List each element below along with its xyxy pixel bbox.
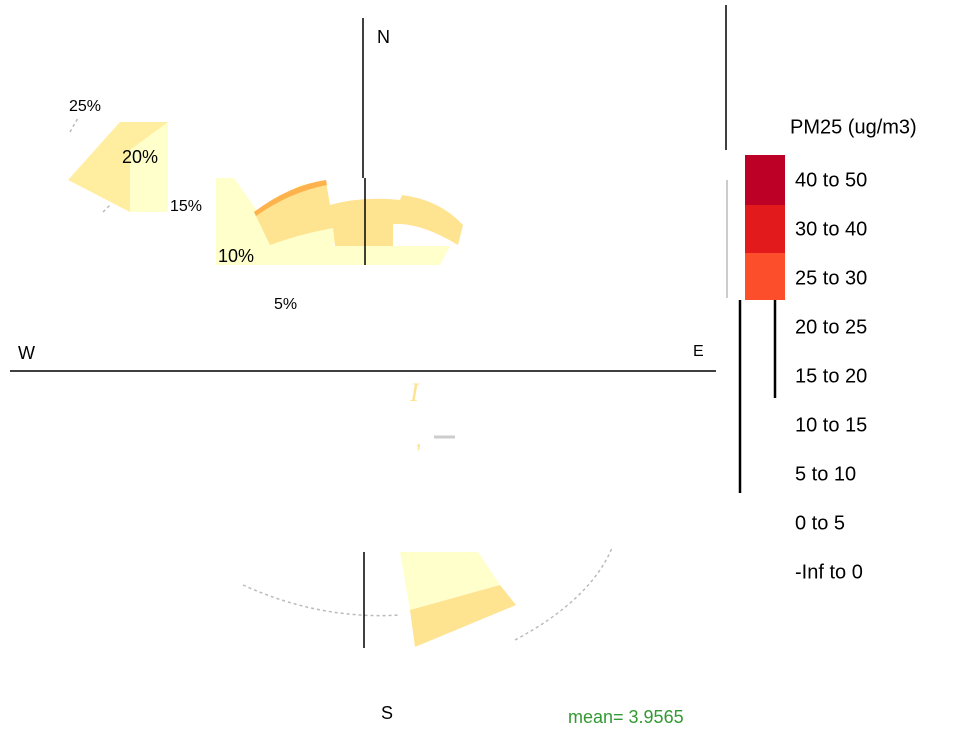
mean-label: mean= 3.9565 xyxy=(568,707,684,727)
legend-entry: 10 to 15 xyxy=(795,414,867,436)
legend-entry: 0 to 5 xyxy=(795,512,845,534)
legend-entry: 40 to 50 xyxy=(795,169,867,191)
grid-arcs xyxy=(69,117,613,641)
ring-label: 25% xyxy=(69,98,101,115)
wedge xyxy=(254,182,463,246)
compass-label: S xyxy=(381,703,393,723)
axes xyxy=(10,5,777,648)
artifact: , xyxy=(415,423,422,453)
ring-label: 15% xyxy=(170,198,202,215)
compass-label: W xyxy=(18,343,35,363)
wedges: I , xyxy=(68,122,516,647)
grid-arc xyxy=(69,117,79,133)
grid-arc xyxy=(242,584,401,617)
ring-label: 5% xyxy=(274,296,297,313)
compass-label: N xyxy=(377,27,390,47)
legend: 40 to 50 30 to 40 25 to 30 20 to 25 15 to 20… xyxy=(795,169,867,583)
legend-entry: 25 to 30 xyxy=(795,267,867,289)
legend-entry: -Inf to 0 xyxy=(795,561,863,583)
grid-arc xyxy=(102,204,111,213)
grid-arc xyxy=(514,547,613,641)
wedge xyxy=(254,180,327,216)
wedge xyxy=(410,585,516,647)
wedge xyxy=(130,122,168,212)
legend-swatch xyxy=(745,205,785,253)
legend-swatch xyxy=(745,253,785,300)
legend-entry: 5 to 10 xyxy=(795,463,856,485)
ring-label: 10% xyxy=(218,246,254,266)
legend-title: PM25 (ug/m3) xyxy=(790,116,917,138)
wedge xyxy=(400,552,500,610)
legend-swatch xyxy=(745,155,785,205)
legend-entry: 15 to 20 xyxy=(795,365,867,387)
wedge xyxy=(333,246,450,265)
legend-entry: 30 to 40 xyxy=(795,218,867,240)
legend-entry: 20 to 25 xyxy=(795,316,867,338)
artifact: I xyxy=(409,378,420,407)
ring-label: 20% xyxy=(122,147,158,167)
compass-label: E xyxy=(693,343,704,360)
